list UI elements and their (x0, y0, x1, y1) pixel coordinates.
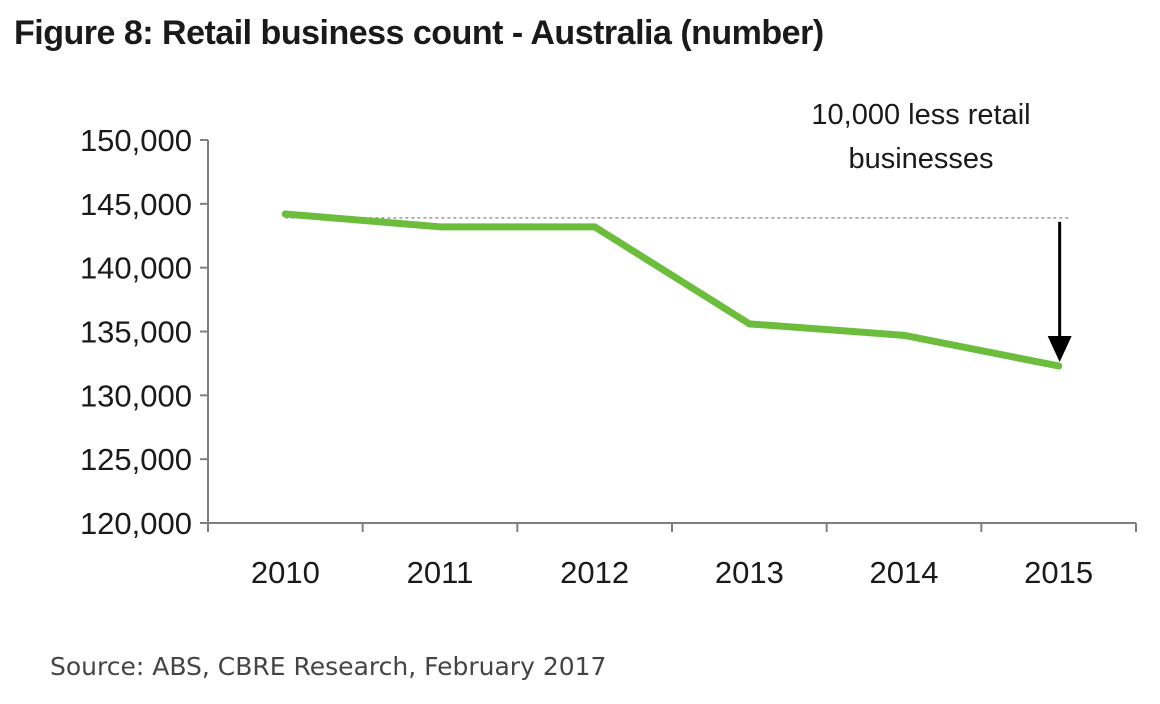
y-axis: 150,000 145,000 140,000 135,000 130,000 125,0… (80, 123, 209, 541)
data-point (745, 320, 753, 328)
y-tick-label: 125,000 (80, 442, 192, 477)
data-point (1055, 362, 1063, 370)
source-note: Source: ABS, CBRE Research, February 201… (50, 652, 607, 681)
annotation-text: 10,000 less retail (811, 99, 1030, 131)
annotation-text: businesses (848, 143, 993, 175)
data-point (591, 223, 599, 231)
annotation-arrow-head (1047, 335, 1072, 362)
data-point (900, 331, 908, 339)
x-tick-label: 2015 (1024, 555, 1093, 590)
y-tick-label: 145,000 (80, 187, 192, 222)
x-axis: 2010 2011 2012 2013 2014 2015 (207, 522, 1137, 590)
x-tick-label: 2013 (715, 555, 784, 590)
y-tick-label: 120,000 (80, 506, 192, 541)
x-tick-label: 2011 (407, 555, 474, 590)
x-tick-label: 2010 (251, 555, 320, 590)
y-tick-label: 130,000 (80, 378, 192, 413)
annotation-group: 10,000 less retail businesses (811, 99, 1072, 362)
chart-title: Figure 8: Retail business count - Austra… (14, 14, 824, 52)
series-line (281, 210, 1063, 370)
y-tick-label: 135,000 (80, 315, 192, 350)
y-tick-label: 150,000 (80, 123, 192, 158)
x-tick-label: 2012 (560, 555, 629, 590)
series-group (281, 210, 1063, 370)
data-point (281, 210, 289, 218)
y-tick-label: 140,000 (80, 251, 192, 286)
data-point (436, 223, 444, 231)
x-tick-label: 2014 (870, 555, 939, 590)
